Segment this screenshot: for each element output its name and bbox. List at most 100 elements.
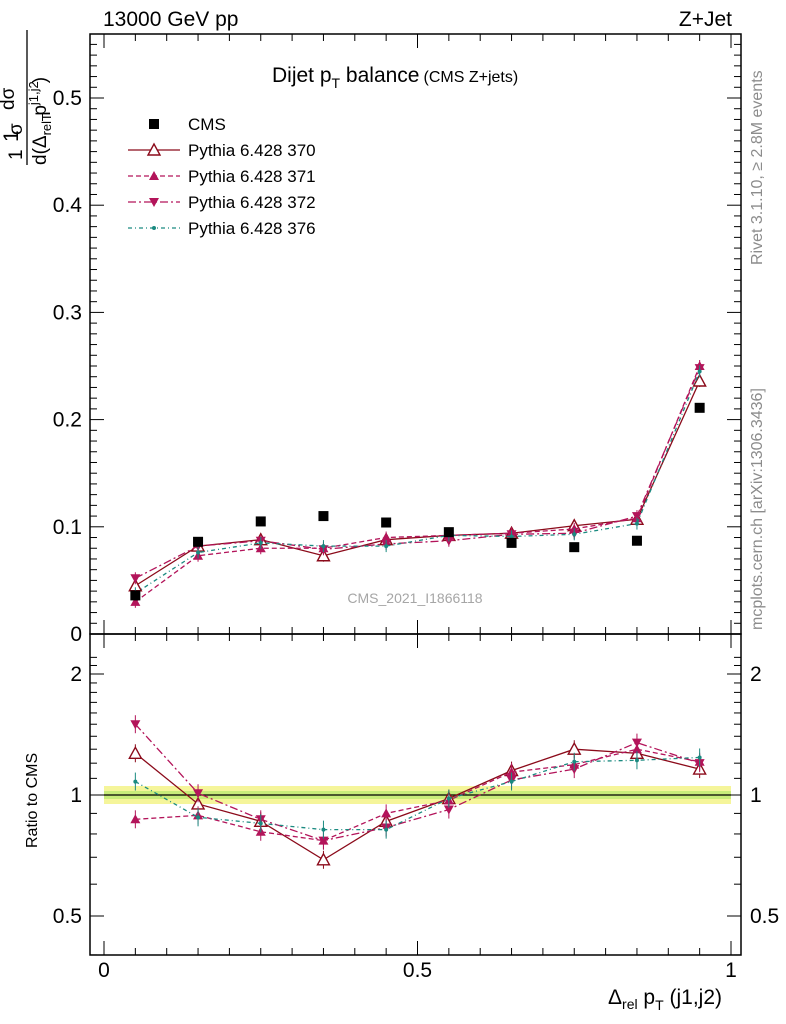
data-point (258, 821, 263, 826)
data-point (149, 171, 159, 180)
x-tick-label: 0.5 (403, 959, 432, 982)
series-upper-4 (133, 365, 702, 600)
data-point (694, 402, 705, 413)
mcplots-label: mcplots.cern.ch [arXiv:1306.3436] (749, 388, 766, 630)
series-upper-3 (130, 362, 705, 585)
y-tick-label-lower: 0.5 (53, 905, 82, 928)
series-line (135, 748, 700, 842)
legend-entry: Pythia 6.428 376 (128, 219, 316, 238)
data-point (130, 574, 141, 584)
svg-text:1: 1 (0, 130, 23, 142)
data-point (443, 805, 454, 815)
data-point (567, 741, 582, 755)
data-point (146, 142, 162, 156)
data-point (506, 537, 517, 548)
data-point (631, 512, 642, 522)
x-axis-label: Δrel pT (j1,j2) (608, 986, 722, 1013)
data-point (321, 827, 326, 832)
svg-text:dσ: dσ (0, 87, 19, 110)
axes-layer: 0 0.5 1 0 0.1 0.2 0.3 0.4 0.5 0.5 0.5 1 1 2 2 (53, 34, 779, 982)
legend-entry: Pythia 6.428 372 (128, 193, 316, 212)
series-upper-1 (128, 373, 707, 592)
series-lower-4 (133, 748, 702, 839)
y-tick-label-lower-right: 1 (750, 784, 762, 807)
data-point (258, 540, 263, 545)
data-point (572, 759, 577, 764)
data-point (381, 808, 392, 818)
y-tick-label-lower-right: 0.5 (750, 905, 779, 928)
data-point (631, 535, 642, 546)
data-point (196, 815, 201, 820)
y-axis-label-lower: Ratio to CMS (24, 753, 41, 848)
data-point (130, 596, 141, 606)
legend-label: Pythia 6.428 372 (188, 193, 316, 212)
series-lower-3 (130, 715, 705, 850)
data-point (381, 532, 392, 542)
series-line (134, 371, 701, 594)
data-point (152, 226, 156, 230)
data-point (318, 511, 329, 522)
upper-series-layer (128, 360, 707, 608)
data-point (697, 755, 702, 760)
y-tick-label-upper: 0.5 (53, 87, 82, 110)
data-point (128, 745, 143, 759)
data-point (193, 789, 204, 799)
legend-label: CMS (188, 115, 226, 134)
legend-label: Pythia 6.428 376 (188, 219, 316, 238)
chart-title: Dijet pT balance (CMS Z+jets) (272, 64, 518, 91)
legend-label: Pythia 6.428 370 (188, 141, 316, 160)
series-upper-0 (130, 402, 705, 601)
y-tick-label-upper: 0.4 (53, 194, 83, 217)
series-line (134, 748, 700, 861)
series-line (134, 365, 701, 603)
data-point (697, 369, 702, 374)
data-point (446, 796, 451, 801)
header-process: Z+Jet (679, 8, 732, 31)
legend: CMS Pythia 6.428 370 Pythia 6.428 371 Pythi… (128, 115, 316, 238)
series-upper-2 (130, 360, 705, 608)
data-point (631, 738, 642, 748)
y-tick-label-lower: 2 (70, 663, 82, 686)
y-tick-label-upper: 0 (70, 623, 82, 646)
data-point (381, 517, 392, 528)
y-tick-label-upper: 0.1 (53, 516, 82, 539)
legend-entry: Pythia 6.428 370 (128, 141, 316, 160)
data-point (318, 836, 329, 846)
y-tick-label-upper: 0.3 (53, 301, 82, 324)
data-point (443, 527, 454, 538)
x-tick-label: 0 (98, 959, 110, 982)
y-axis-label-upper-main: 1 σ dσ d(Δrel pj1,j2T) (0, 30, 54, 165)
data-point (384, 544, 389, 549)
svg-text:1: 1 (6, 149, 27, 160)
data-point (149, 119, 159, 129)
data-point (692, 373, 707, 387)
data-point (196, 550, 201, 555)
legend-label: Pythia 6.428 371 (188, 167, 316, 186)
data-point (149, 198, 159, 207)
data-point (634, 521, 639, 526)
rivet-label: Rivet 3.1.10, ≥ 2.8M events (749, 70, 766, 265)
y-tick-label-lower-right: 2 (750, 663, 762, 686)
svg-text:σ: σ (6, 123, 27, 135)
data-point (509, 534, 514, 539)
series-lower-1 (128, 740, 707, 869)
data-point (133, 779, 138, 784)
lower-series-layer (128, 715, 707, 869)
data-point (130, 720, 141, 730)
data-point (193, 536, 204, 547)
series-line (134, 723, 700, 842)
x-tick-label: 1 (725, 959, 737, 982)
data-point (130, 590, 141, 601)
y-tick-label-upper: 0.2 (53, 409, 82, 432)
data-point (569, 542, 580, 553)
svg-text:d(Δrel pj1,j2T): d(Δrel pj1,j2T) (26, 77, 54, 165)
y-tick-label-lower: 1 (70, 784, 82, 807)
series-line (135, 367, 701, 579)
data-point (255, 516, 266, 527)
data-point (634, 758, 639, 763)
data-point (509, 779, 514, 784)
data-point (384, 827, 389, 832)
data-point (316, 852, 331, 866)
header-energy: 13000 GeV pp (103, 8, 238, 31)
